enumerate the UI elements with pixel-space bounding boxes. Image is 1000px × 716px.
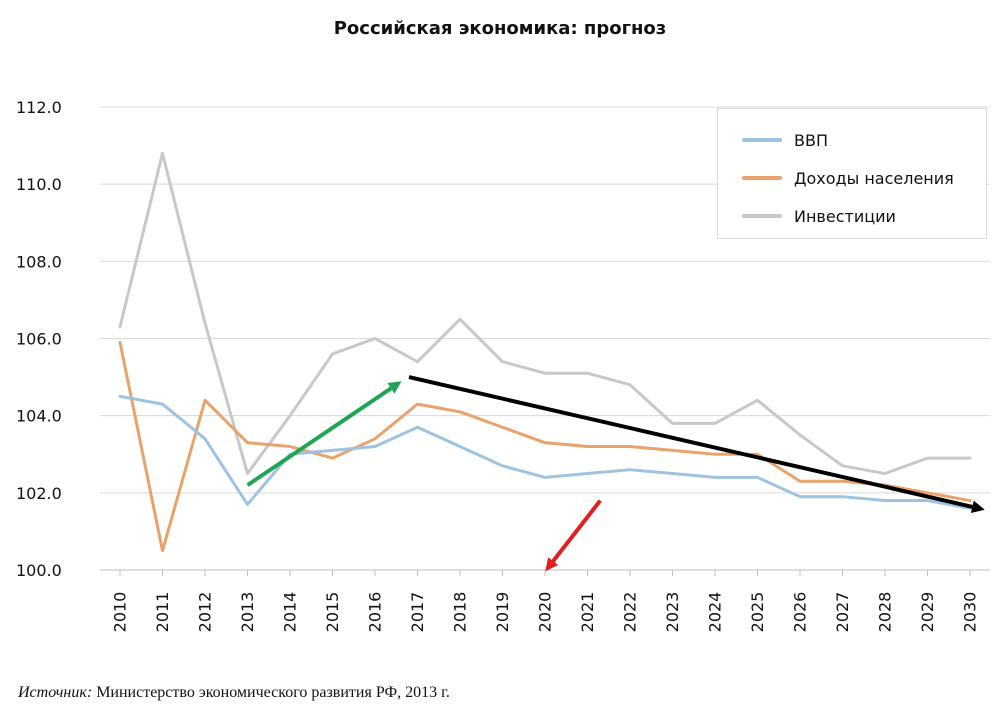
legend-label: Доходы населения: [794, 168, 954, 188]
x-tick-label: 2024: [706, 592, 725, 633]
y-tick-label: 104.0: [16, 407, 62, 426]
y-tick-label: 110.0: [16, 175, 62, 194]
x-tick-label: 2018: [451, 592, 470, 633]
x-tick-label: 2013: [238, 592, 257, 633]
annotations: [246, 375, 985, 572]
x-tick-label: 2019: [493, 592, 512, 633]
legend-swatch: [742, 214, 782, 218]
chart-title: Российская экономика: прогноз: [333, 18, 667, 39]
legend-label: ВВП: [794, 130, 828, 150]
series-line: [118, 151, 972, 476]
x-tick-label: 2030: [961, 592, 980, 633]
x-tick-label: 2021: [578, 592, 597, 633]
x-tick-label: 2017: [408, 592, 427, 633]
series-lines: [118, 151, 972, 553]
gridlines: [100, 106, 990, 494]
x-tick-label: 2023: [663, 592, 682, 633]
x-tick-label: 2016: [366, 592, 385, 633]
x-tick-label: 2020: [536, 592, 555, 633]
x-tick-label: 2027: [833, 592, 852, 633]
legend-label: Инвестиции: [794, 206, 896, 226]
x-tick-label: 2026: [791, 592, 810, 633]
series-line: [118, 340, 972, 553]
annotation-arrow: [408, 375, 985, 514]
source-text: Министерство экономического развития РФ,…: [96, 684, 450, 701]
x-tick-label: 2012: [196, 592, 215, 633]
source-label: Источник:: [18, 684, 93, 701]
x-tick-label: 2014: [281, 592, 300, 633]
x-tick-label: 2029: [918, 592, 937, 633]
x-tick-label: 2022: [621, 592, 640, 633]
x-tick-label: 2015: [323, 592, 342, 633]
y-tick-label: 106.0: [16, 330, 62, 349]
source-note: Источник: Министерство экономического ра…: [18, 684, 450, 702]
y-axis: 100.0 102.0 104.0 106.0 108.0 110.0 112.0: [16, 98, 62, 580]
annotation-arrow: [545, 499, 602, 572]
x-tick-label: 2028: [876, 592, 895, 633]
annotation-arrow: [246, 381, 402, 487]
legend-item: Доходы населения: [742, 165, 954, 191]
series-line: [118, 394, 972, 510]
legend-swatch: [742, 138, 782, 142]
y-tick-label: 112.0: [16, 98, 62, 117]
legend-swatch: [742, 176, 782, 180]
legend-item: Инвестиции: [742, 203, 896, 229]
y-tick-label: 100.0: [16, 561, 62, 580]
x-tick-label: 2010: [111, 592, 130, 633]
legend: ВВП Доходы населения Инвестиции: [717, 108, 987, 239]
y-tick-label: 102.0: [16, 484, 62, 503]
legend-item: ВВП: [742, 127, 828, 153]
x-axis: 2010 2011 2012 2013 2014 2015 2016 2017 2018 2019…: [100, 569, 990, 633]
x-tick-label: 2025: [748, 592, 767, 633]
x-tick-label: 2011: [153, 592, 172, 633]
y-tick-label: 108.0: [16, 252, 62, 271]
